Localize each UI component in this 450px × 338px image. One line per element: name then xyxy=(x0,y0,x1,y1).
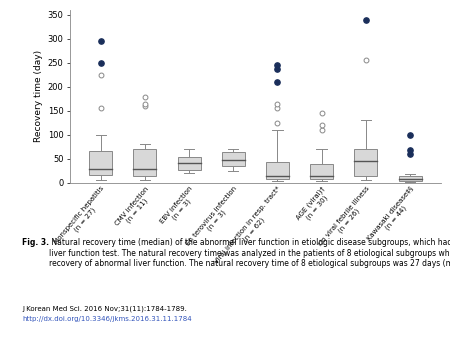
Bar xyxy=(178,156,201,170)
Y-axis label: Recovery time (day): Recovery time (day) xyxy=(35,50,44,142)
Bar xyxy=(310,164,333,179)
Bar xyxy=(399,176,422,180)
Text: Fig. 3.: Fig. 3. xyxy=(22,238,50,247)
Bar xyxy=(89,151,112,175)
Bar xyxy=(355,149,378,176)
Text: Natural recovery time (median) of the abnormal liver function in etiologic disea: Natural recovery time (median) of the ab… xyxy=(49,238,450,268)
Bar xyxy=(133,149,157,176)
Bar xyxy=(222,152,245,166)
Text: http://dx.doi.org/10.3346/jkms.2016.31.11.1784: http://dx.doi.org/10.3346/jkms.2016.31.1… xyxy=(22,316,192,322)
Bar xyxy=(266,162,289,179)
Text: J Korean Med Sci. 2016 Nov;31(11):1784-1789.: J Korean Med Sci. 2016 Nov;31(11):1784-1… xyxy=(22,306,187,312)
